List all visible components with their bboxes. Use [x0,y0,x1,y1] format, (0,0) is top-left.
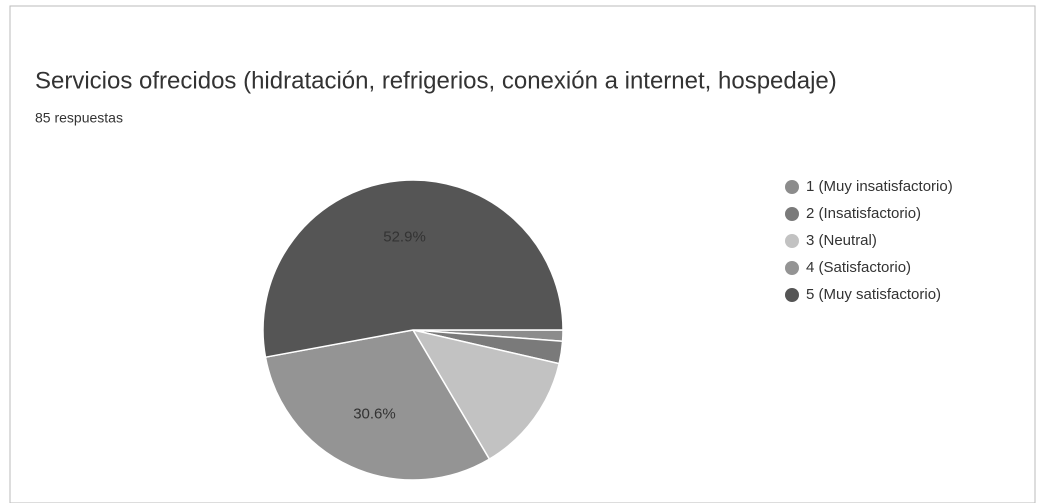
legend-swatch [785,261,799,275]
legend-label: 2 (Insatisfactorio) [806,205,921,222]
legend-label: 1 (Muy insatisfactorio) [806,178,953,195]
legend-label: 4 (Satisfactorio) [806,259,911,276]
legend-label: 3 (Neutral) [806,232,877,249]
chart-title: Servicios ofrecidos (hidratación, refrig… [35,67,837,94]
legend-swatch [785,288,799,302]
chart-subtitle: 85 respuestas [35,110,123,126]
pie-slice [262,179,564,359]
pie-slice [411,328,561,461]
data-label: 30.6% [353,406,396,423]
data-label: 52.9% [383,228,426,245]
legend-swatch [785,207,799,221]
pie-slice [264,329,491,481]
legend-label: 5 (Muy satisfactorio) [806,286,941,303]
card-border [9,5,1036,503]
legend-swatch [785,234,799,248]
legend-swatch [785,180,799,194]
